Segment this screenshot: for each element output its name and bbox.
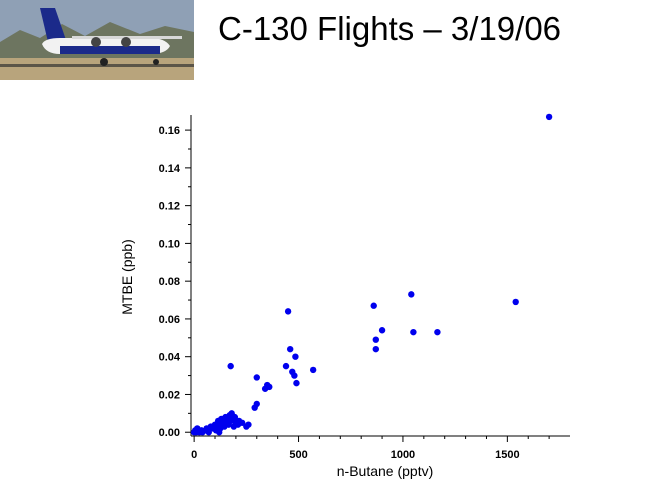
photo-aircraft-tail (40, 8, 66, 42)
photo-ground (0, 58, 194, 80)
data-point (227, 362, 234, 370)
y-tick-label: 0.14 (159, 163, 181, 175)
chart-points (190, 113, 553, 436)
chart-axes (190, 115, 570, 437)
data-point (372, 345, 380, 353)
c130-aircraft-image (0, 0, 194, 80)
x-tick-label: 500 (289, 449, 307, 461)
data-point (292, 353, 299, 360)
data-point (238, 419, 246, 426)
y-tick-label: 0.02 (159, 389, 180, 401)
data-point (370, 302, 377, 309)
y-tick-label: 0.16 (159, 125, 180, 137)
x-tick-label: 1000 (391, 449, 415, 461)
data-point (512, 298, 519, 306)
c130-aircraft-photo (0, 0, 194, 80)
y-tick-label: 0.06 (159, 314, 180, 326)
chart-ticks: 0.00 0.02 0.04 0.06 0.08 0.10 0.12 0.14 0.16 0 500… (159, 125, 550, 461)
data-point (291, 372, 298, 379)
y-axis-title: MTBE (ppb) (119, 239, 135, 314)
photo-aircraft-wheel (100, 58, 108, 66)
data-point (372, 336, 380, 343)
data-point (378, 327, 386, 334)
data-point (286, 345, 294, 353)
y-tick-label: 0.04 (159, 352, 181, 364)
data-point (434, 328, 441, 336)
y-tick-label: 0.08 (159, 276, 180, 288)
data-point (266, 383, 273, 391)
data-point (282, 362, 290, 370)
data-point (245, 421, 252, 428)
data-point (309, 366, 317, 374)
data-point (545, 113, 553, 121)
data-point (215, 429, 223, 436)
data-point (293, 379, 300, 387)
photo-aircraft-wheel (153, 59, 159, 65)
photo-runway-line (0, 64, 194, 67)
y-tick-label: 0.00 (159, 427, 180, 439)
photo-aircraft-engine (121, 37, 131, 47)
data-point (231, 413, 239, 421)
photo-aircraft-engine (91, 37, 101, 47)
y-tick-label: 0.12 (159, 201, 180, 213)
data-point (253, 374, 260, 381)
x-tick-label: 1500 (495, 449, 519, 461)
data-point (408, 291, 415, 298)
y-tick-label: 0.10 (159, 238, 180, 250)
slide-title: C-130 Flights – 3/19/06 (218, 10, 562, 47)
data-point (253, 400, 260, 408)
x-axis-title: n-Butane (pptv) (337, 463, 434, 479)
photo-aircraft-belly (60, 46, 160, 54)
data-point (410, 328, 417, 336)
x-tick-label: 0 (191, 449, 197, 461)
data-point (284, 308, 292, 315)
data-point (205, 429, 212, 436)
